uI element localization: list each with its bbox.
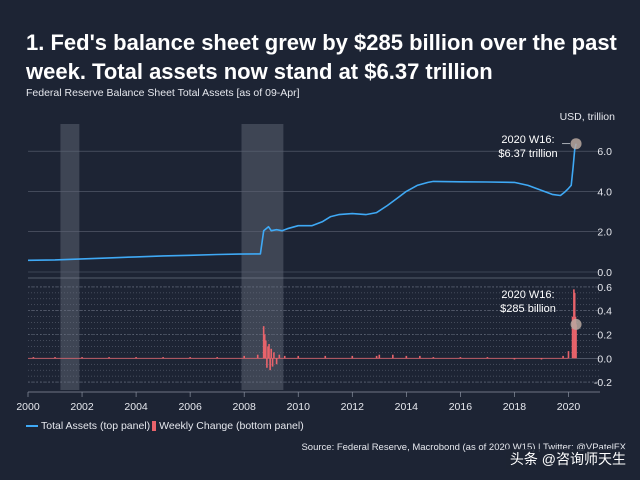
- bottom-annotation-text: 2020 W16:: [501, 289, 554, 301]
- bottom-y-tick-label: -0.2: [594, 377, 612, 389]
- weekly-change-bar: [297, 355, 300, 359]
- bottom-y-tick-label: 0.0: [597, 353, 612, 365]
- legend: Total Assets (top panel) Weekly Change (…: [26, 420, 306, 432]
- top-y-tick-label: 0.0: [597, 267, 612, 279]
- weekly-change-bar: [108, 357, 110, 359]
- weekly-change-bar: [283, 355, 286, 359]
- weekly-change-bar: [263, 334, 266, 359]
- weekly-change-bar: [271, 358, 274, 367]
- weekly-change-bars-group: [28, 289, 577, 371]
- x-tick-label: 2002: [70, 401, 94, 413]
- weekly-change-bar: [324, 355, 327, 359]
- top-y-tick-label: 2.0: [597, 227, 612, 239]
- x-tick-label: 2010: [287, 401, 311, 413]
- bottom-annotation-marker: [570, 318, 582, 330]
- weekly-change-bar: [54, 357, 56, 359]
- weekly-change-bar: [273, 352, 275, 359]
- legend-label-total-assets: Total Assets (top panel): [41, 420, 151, 432]
- x-tick-label: 2004: [124, 401, 148, 413]
- weekly-change-bar: [351, 355, 354, 359]
- legend-swatch-line: [26, 425, 38, 427]
- recession-shade: [60, 124, 80, 390]
- weekly-change-bar: [81, 357, 83, 359]
- weekly-change-bar: [275, 358, 278, 365]
- weekly-change-bar: [269, 358, 271, 371]
- x-tick-label: 2006: [178, 401, 202, 413]
- x-axis: 2000 2002 2004 2006 2008 2010 2012 2014 2016 2018…: [16, 391, 600, 413]
- weekly-change-bar: [135, 357, 137, 359]
- weekly-change-bar: [540, 358, 543, 360]
- top-annotation-text: 2020 W16:: [501, 134, 554, 146]
- weekly-change-bar: [405, 355, 408, 359]
- annotations: 2020 W16: $6.37 trillion 2020 W16: $285 bil…: [498, 134, 582, 330]
- weekly-change-bar: [267, 346, 269, 359]
- recession-shade: [241, 124, 284, 390]
- top-annotation-marker: [570, 138, 582, 150]
- total-assets-line: [27, 143, 577, 262]
- x-tick-label: 2000: [16, 401, 40, 413]
- weekly-change-bar: [375, 355, 378, 359]
- weekly-change-bar: [162, 357, 164, 359]
- weekly-change-bar: [256, 354, 259, 359]
- weekly-change-bar: [575, 324, 577, 359]
- weekly-change-bar: [392, 354, 394, 359]
- bottom-y-tick-label: 0.2: [597, 330, 612, 342]
- top-annotation-text: $6.37 trillion: [498, 148, 557, 160]
- weekly-change-bar: [266, 358, 268, 368]
- weekly-change-bar: [513, 358, 516, 360]
- weekly-change-bar: [562, 355, 564, 359]
- x-tick-label: 2020: [557, 401, 581, 413]
- weekly-change-bar: [265, 340, 267, 359]
- weekly-change-bar: [459, 357, 462, 359]
- weekly-change-bar: [567, 351, 570, 359]
- watermark: 头条 @咨询师天生: [505, 449, 630, 469]
- weekly-change-bar: [243, 355, 245, 359]
- weekly-change-bar: [216, 357, 218, 359]
- weekly-change-bar: [262, 326, 265, 359]
- x-tick-label: 2016: [449, 401, 473, 413]
- weekly-change-bar: [278, 354, 281, 359]
- y-unit-label: USD, trillion: [560, 111, 616, 123]
- weekly-change-bar: [189, 357, 191, 359]
- weekly-change-bar: [268, 344, 270, 359]
- weekly-change-bar: [486, 357, 489, 359]
- legend-swatch-bar: [152, 421, 157, 431]
- x-tick-label: 2014: [395, 401, 419, 413]
- weekly-change-bar: [419, 355, 421, 359]
- x-tick-label: 2012: [341, 401, 365, 413]
- top-panel-grid: 0.0 2.0 4.0 6.0: [28, 146, 612, 279]
- x-tick-label: 2018: [503, 401, 527, 413]
- bottom-panel-grid: -0.2 0.0 0.2 0.4 0.6: [28, 277, 612, 389]
- weekly-change-bar: [378, 354, 381, 359]
- recession-shading: [60, 124, 284, 390]
- bottom-y-tick-label: 0.4: [597, 306, 612, 318]
- source-note: Source: Federal Reserve, Macrobond (as o…: [301, 442, 626, 453]
- x-tick-label: 2008: [233, 401, 257, 413]
- top-y-tick-label: 4.0: [597, 186, 612, 198]
- weekly-change-bar: [270, 348, 273, 359]
- weekly-change-bar: [32, 357, 35, 359]
- chart-title: 1. Fed's balance sheet grew by $285 bill…: [26, 30, 617, 84]
- legend-item-total-assets: Total Assets (top panel): [26, 420, 150, 432]
- total-assets-line-group: [27, 143, 577, 262]
- weekly-change-bar: [571, 316, 574, 359]
- bottom-annotation-text: $285 billion: [500, 303, 556, 315]
- bottom-y-tick-label: 0.6: [597, 282, 612, 294]
- legend-label-weekly-change: Weekly Change (bottom panel): [159, 420, 304, 432]
- chart-subtitle: Federal Reserve Balance Sheet Total Asse…: [26, 87, 300, 99]
- legend-item-weekly-change: Weekly Change (bottom panel): [152, 420, 304, 432]
- weekly-change-bar: [432, 357, 435, 359]
- top-y-tick-label: 6.0: [597, 146, 612, 158]
